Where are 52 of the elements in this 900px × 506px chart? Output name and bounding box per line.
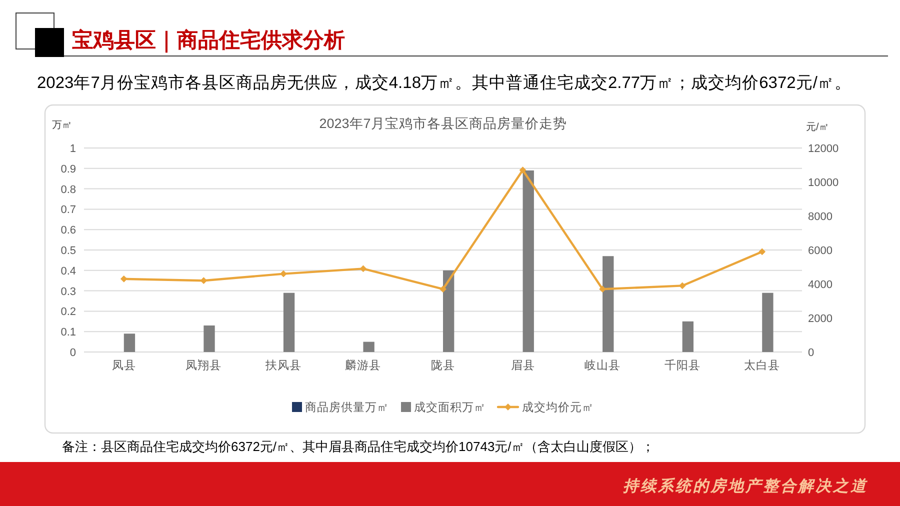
text: 备注：县区商品住宅成交均价6372元/㎡、其中眉县商品住宅成交均价10743元/㎡（含太白山度假区）； [62, 439, 654, 454]
y-tick-label: 0.9 [60, 163, 76, 176]
y2-tick-label: 6000 [808, 245, 832, 257]
y-tick-label: 0 [70, 347, 76, 359]
bar [363, 342, 374, 352]
text: 2023年7月份宝鸡市各县区商品房无供应，成交4.18万㎡。其中普通住宅成交2.77万㎡；成交均价6372元/㎡。 [37, 73, 852, 92]
point [678, 282, 686, 290]
legend-label: 商品房供量万㎡ [305, 400, 389, 414]
point [519, 166, 526, 174]
y-axis-title: 万㎡ [52, 120, 72, 131]
bar [283, 292, 295, 352]
legend-label: 成交均价元㎡ [522, 400, 594, 414]
x-tick-label: 太白县 [744, 359, 780, 372]
x-tick-label: 凤县 [112, 359, 136, 372]
y-tick-label: 0.7 [60, 204, 76, 216]
text: 持续系统的房地产整合解决之道 [622, 477, 868, 495]
y-tick-label: 0.4 [60, 265, 76, 278]
bar [443, 270, 454, 352]
y-tick-label: 0.6 [60, 224, 76, 237]
x-tick-label: 眉县 [510, 359, 535, 372]
y2-axis-title: 元/㎡ [806, 122, 829, 133]
x-tick-label: 扶风县 [264, 359, 302, 372]
x-tick-label: 岐山县 [584, 359, 621, 372]
y2-tick-label: 8000 [808, 211, 832, 223]
y-tick-label: 0.5 [60, 245, 76, 257]
bar [522, 170, 534, 352]
y-tick-label: 0.8 [60, 184, 76, 196]
x-tick-label: 麟游县 [345, 358, 382, 372]
y2-tick-label: 4000 [808, 279, 832, 291]
bar [682, 321, 694, 352]
point [758, 248, 766, 256]
y-tick-label: 0.3 [60, 286, 76, 298]
y-tick-label: 0.2 [60, 306, 76, 318]
y2-tick-label: 12000 [808, 143, 839, 155]
bar [204, 325, 215, 352]
y2-tick-label: 0 [808, 347, 814, 359]
point [120, 275, 128, 282]
text: 宝鸡县区｜商品住宅供求分析 [72, 28, 345, 53]
bar [124, 334, 136, 352]
y-tick-label: 0.1 [60, 326, 76, 339]
x-tick-label: 陇县 [431, 359, 455, 372]
legend-label: 成交面积万㎡ [414, 400, 486, 414]
y2-tick-label: 2000 [808, 313, 832, 325]
point [360, 265, 367, 272]
bar [762, 292, 774, 352]
chart-title: 2023年7月宝鸡市各县区商品房量价走势 [319, 116, 567, 131]
x-tick-label: 千阳县 [664, 358, 700, 372]
y-tick-label: 1 [70, 143, 76, 155]
point [440, 286, 446, 293]
y2-tick-label: 10000 [808, 177, 839, 189]
bar [602, 256, 614, 352]
x-tick-label: 凤翔县 [186, 358, 222, 372]
